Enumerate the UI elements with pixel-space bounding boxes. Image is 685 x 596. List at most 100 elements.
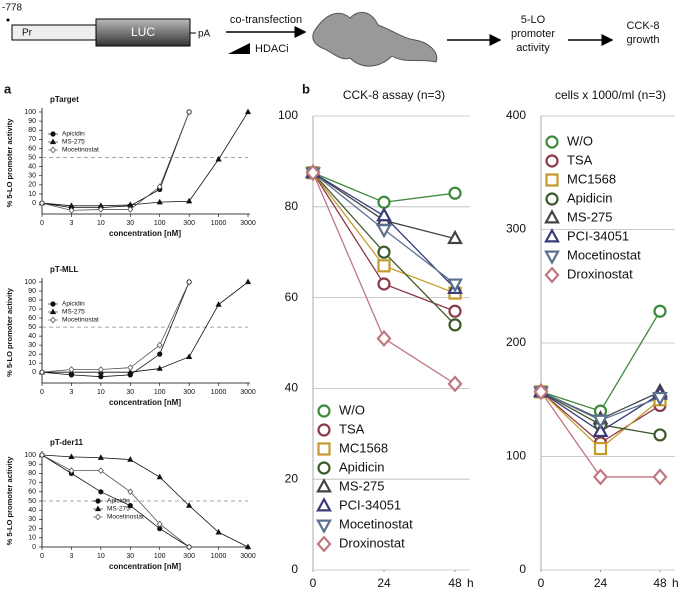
- x-tick-label: 3: [69, 553, 73, 560]
- y-axis-label: % 5-LO promoter activity: [5, 287, 14, 377]
- marker: [533, 383, 549, 401]
- y-tick-label: 50: [28, 154, 36, 161]
- x-tick-label: 1000: [211, 220, 227, 227]
- marker: [127, 456, 134, 462]
- marker: [186, 108, 193, 116]
- marker: [39, 451, 45, 459]
- marker: [215, 528, 222, 535]
- legend-label: TSA: [567, 152, 593, 167]
- y-tick-label: 30: [28, 516, 36, 523]
- y-tick-label: 400: [506, 108, 526, 122]
- marker: [592, 422, 609, 438]
- chart: 0 20 40 60 80 100 0 24 48 h CCK-8 assay (n=3) W/O TS…: [278, 88, 474, 590]
- y-tick-label: 70: [28, 136, 36, 143]
- marker: [127, 502, 133, 509]
- marker: [305, 164, 321, 182]
- marker: [376, 224, 392, 239]
- legend-label: Apicidin: [62, 131, 85, 138]
- series-line: [41, 454, 190, 548]
- x-tick-label: 100: [154, 389, 166, 396]
- step3-label: CCK-8: [626, 20, 659, 32]
- y-tick-label: 20: [28, 351, 36, 358]
- marker: [377, 259, 391, 273]
- marker: [127, 368, 134, 375]
- y-tick-label: 70: [28, 479, 36, 486]
- legend-label: Apidicin: [339, 459, 385, 474]
- legend-marker: [49, 308, 57, 315]
- legend-label: MS-275: [107, 506, 130, 513]
- legend-marker: [317, 423, 331, 437]
- x-tick-label: 100: [154, 553, 166, 560]
- legend-label: MC1568: [339, 440, 388, 455]
- y-tick-label: 90: [28, 118, 36, 125]
- x-tick-label: 1000: [211, 553, 227, 560]
- legend-label: W/O: [567, 133, 593, 148]
- y-tick-label: 0: [291, 562, 298, 576]
- x-tick-label: 10: [97, 389, 105, 396]
- legend-label: MC1568: [567, 171, 616, 186]
- y-tick-label: 40: [285, 381, 299, 395]
- marker: [215, 301, 222, 307]
- legend-label: TSA: [339, 421, 365, 436]
- marker: [39, 199, 45, 207]
- legend-marker: [316, 497, 332, 512]
- diagram: -778 Pr LUC pA co-transfection HDACi 5-L…: [2, 3, 660, 67]
- marker: [186, 197, 193, 204]
- marker: [68, 453, 75, 460]
- y-tick-label: 100: [24, 109, 36, 116]
- x-tick-label: 3000: [240, 553, 256, 560]
- series-line: [41, 111, 190, 209]
- marker: [98, 374, 104, 380]
- marker: [592, 468, 609, 486]
- marker: [377, 195, 391, 209]
- y-tick-label: 10: [28, 535, 36, 542]
- legend-label: Mocetinostat: [62, 147, 99, 154]
- marker: [448, 186, 462, 200]
- y-tick-label: 50: [28, 498, 36, 505]
- promoter-label: Pr: [22, 28, 33, 39]
- step1-label: co-transfection: [230, 14, 302, 26]
- x-tick-label: 48: [653, 576, 667, 590]
- legend-label: Apicidin: [62, 301, 85, 308]
- marker: [653, 428, 667, 442]
- y-tick-label: 20: [28, 525, 36, 532]
- marker: [97, 454, 104, 460]
- y-tick-label: 80: [28, 297, 36, 304]
- y-tick-label: 90: [28, 288, 36, 295]
- legend-label: MS-275: [339, 478, 385, 493]
- marker: [156, 473, 163, 480]
- cell-image: [312, 11, 438, 67]
- marker: [244, 278, 252, 285]
- legend-label: Apidicin: [567, 190, 613, 205]
- marker: [156, 520, 163, 528]
- y-axis-label: % 5-LO promoter activity: [5, 118, 14, 208]
- marker: [157, 351, 163, 357]
- y-tick-label: 20: [285, 471, 299, 485]
- y-tick-label: 40: [28, 163, 36, 170]
- y-tick-label: 30: [28, 342, 36, 349]
- x-tick-label: 100: [154, 220, 166, 227]
- x-tick-label: 30: [126, 389, 134, 396]
- y-tick-label: 0: [32, 544, 36, 551]
- marker: [448, 318, 462, 332]
- series-line: [41, 454, 249, 548]
- legend-label: PCI-34051: [567, 228, 629, 243]
- y-tick-label: 40: [28, 507, 36, 514]
- legend-marker: [544, 266, 560, 284]
- x-tick-label: 1000: [211, 389, 227, 396]
- legend-label: Droxinostat: [339, 535, 405, 550]
- marker: [186, 353, 193, 360]
- step3-label: growth: [626, 34, 659, 46]
- legend-marker: [317, 461, 331, 475]
- legend-marker: [316, 478, 332, 493]
- legend-marker: [95, 513, 101, 521]
- chart-title: pT-der11: [50, 438, 83, 447]
- chart-title: cells x 1000/ml (n=3): [555, 88, 666, 102]
- legend-label: MS-275: [62, 309, 85, 316]
- legend-marker: [545, 173, 559, 187]
- legend-marker: [544, 250, 560, 265]
- legend-marker: [94, 505, 102, 512]
